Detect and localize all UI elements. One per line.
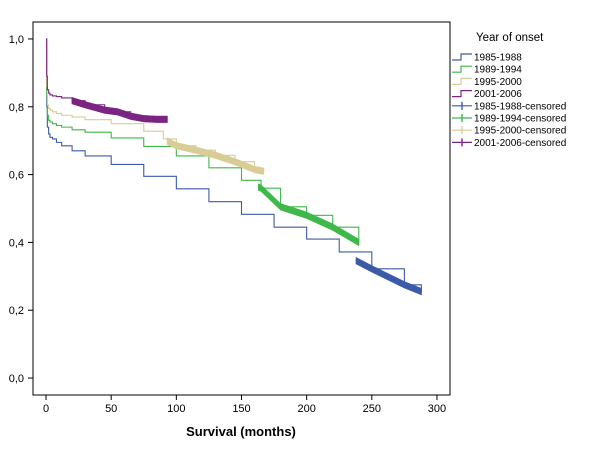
y-tick-label: 0,0 (9, 373, 24, 385)
legend-swatch-line (452, 65, 472, 73)
x-tick-label: 300 (428, 403, 446, 415)
y-tick-label: 1,0 (9, 34, 24, 46)
x-axis-title: Survival (months) (186, 424, 296, 439)
legend-entry: 1995-2000 (452, 77, 522, 88)
legend-entry: 1995-2000-censored (452, 126, 566, 137)
y-tick-label: 0,2 (9, 305, 24, 317)
censor-marks-1985-1988-censored (355, 257, 422, 296)
y-tick-label: 0,8 (9, 102, 24, 114)
x-tick-label: 0 (43, 403, 49, 415)
y-tick-label: 0,6 (9, 170, 24, 182)
legend-entry: 1985-1988 (452, 53, 522, 64)
x-tick-label: 100 (167, 403, 185, 415)
legend-label: 1995-2000-censored (474, 126, 566, 137)
x-axis: 0 50 100 150 200 250 300 (43, 395, 446, 415)
legend-label: 1985-1988 (474, 53, 522, 64)
legend-title: Year of onset (476, 32, 544, 44)
legend-label: 1989-1994-censored (474, 114, 566, 125)
legend-swatch-line (452, 53, 472, 61)
x-tick-label: 200 (297, 403, 315, 415)
legend-swatch-line (452, 90, 472, 98)
curves-layer (46, 38, 422, 292)
legend-label: 1989-1994 (474, 65, 522, 76)
legend-entry: 1989-1994-censored (452, 114, 566, 125)
censor-marks-layer (71, 97, 422, 296)
legend-label: 2001-2006-censored (474, 138, 566, 149)
legend-label: 1985-1988-censored (474, 101, 566, 112)
y-tick-label: 0,4 (9, 237, 24, 249)
censor-marks-1995-2000-censored (166, 137, 265, 175)
series-line-1985-1988 (46, 38, 422, 292)
x-tick-label: 250 (363, 403, 381, 415)
censor-marks-2001-2006-censored (71, 97, 168, 123)
legend-label: 2001-2006 (474, 89, 522, 100)
censor-marks-1989-1994-censored (257, 183, 360, 246)
x-tick-label: 150 (232, 403, 250, 415)
x-tick-label: 50 (105, 403, 117, 415)
legend-swatch-line (452, 77, 472, 85)
legend-entry: 1989-1994 (452, 65, 522, 76)
legend-entry: 2001-2006-censored (452, 138, 566, 149)
series-line-1989-1994 (46, 38, 360, 243)
y-axis: 0,0 0,2 0,4 0,6 0,8 1,0 (9, 34, 33, 385)
legend-entry: 2001-2006 (452, 89, 522, 100)
legend-label: 1995-2000 (474, 77, 522, 88)
legend-entry: 1985-1988-censored (452, 101, 566, 112)
legend: Year of onset 1985-19881989-19941995-200… (452, 32, 566, 149)
